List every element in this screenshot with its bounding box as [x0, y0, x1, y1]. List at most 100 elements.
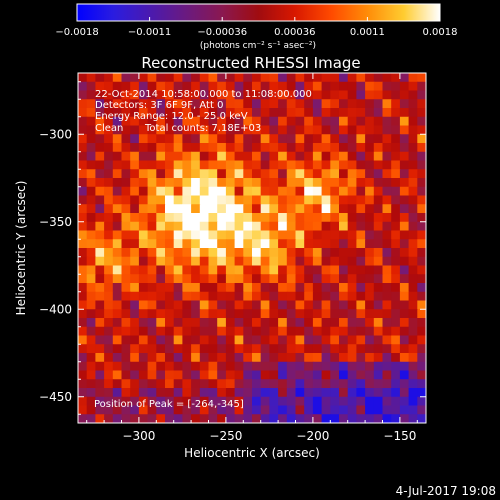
heatmap-cell [312, 213, 323, 223]
heatmap-cell [199, 221, 210, 232]
heatmap-cell [356, 248, 366, 258]
heatmap-cell [399, 291, 410, 302]
heatmap-cell [234, 370, 244, 380]
heatmap-cell [165, 213, 175, 223]
heatmap-cell [252, 186, 262, 197]
heatmap-cell [112, 265, 123, 275]
heatmap-cell [356, 300, 366, 310]
heatmap-cell [339, 353, 349, 363]
heatmap-cell [121, 81, 131, 92]
heatmap-cell [382, 326, 392, 337]
heatmap-cell [252, 353, 262, 363]
axis-ticks: −300 −250 −200 −150−300−350−400−450 [39, 73, 426, 443]
heatmap-cell [278, 248, 288, 258]
heatmap-cell [78, 125, 88, 135]
heatmap-cell [312, 125, 323, 135]
heatmap-image [78, 73, 426, 423]
heatmap-cell [173, 151, 183, 162]
heatmap-cell [295, 353, 305, 363]
heatmap-cell [365, 178, 375, 188]
heatmap-cell [78, 108, 88, 118]
heatmap-cell [217, 160, 227, 170]
heatmap-cell [260, 248, 270, 258]
heatmap-cell [312, 405, 323, 415]
heatmap-cell [365, 186, 375, 197]
heatmap-cell [95, 195, 105, 205]
heatmap-cell [269, 143, 279, 153]
heatmap-cell [408, 414, 418, 423]
heatmap-cell [260, 134, 270, 144]
heatmap-cell [78, 265, 88, 275]
heatmap-cell [86, 361, 96, 372]
heatmap-cell [243, 221, 253, 232]
heatmap-cell [365, 221, 375, 232]
heatmap-cell [295, 309, 305, 319]
heatmap-cell [382, 125, 392, 135]
heatmap-cell [173, 213, 183, 223]
heatmap-cell [86, 274, 96, 284]
heatmap-cell [356, 116, 366, 127]
heatmap-cell [312, 414, 323, 423]
heatmap-cell [286, 318, 297, 328]
heatmap-cell [173, 134, 183, 144]
heatmap-cell [356, 379, 366, 389]
heatmap-cell [182, 300, 192, 310]
heatmap-cell [260, 291, 270, 302]
heatmap-cell [78, 239, 88, 249]
heatmap-cell [191, 99, 201, 109]
heatmap-cell [182, 344, 192, 354]
heatmap-cell [339, 195, 349, 205]
heatmap-cell [252, 125, 262, 135]
heatmap-cell [243, 239, 253, 249]
heatmap-cell [417, 81, 426, 92]
heatmap-cell [278, 134, 288, 144]
heatmap-cell [112, 178, 123, 188]
heatmap-cell [417, 396, 426, 407]
annotation-detectors: Detectors: 3F 6F 9F, Att 0 [95, 100, 223, 111]
heatmap-cell [95, 326, 105, 337]
heatmap-cell [243, 405, 253, 415]
heatmap-cell [252, 221, 262, 232]
heatmap-cell [252, 143, 262, 153]
heatmap-cell [182, 186, 192, 197]
heatmap-cell [330, 160, 340, 170]
heatmap-cell [138, 353, 149, 363]
heatmap-cell [295, 318, 305, 328]
heatmap-cell [382, 213, 392, 223]
heatmap-cell [365, 300, 375, 310]
heatmap-cell [382, 186, 392, 197]
heatmap-cell [278, 361, 288, 372]
heatmap-cell [95, 388, 105, 398]
heatmap-cell [234, 116, 244, 127]
heatmap-cell [295, 265, 305, 275]
heatmap-cell [312, 221, 323, 232]
heatmap-cell [382, 283, 392, 293]
heatmap-cell [304, 230, 314, 240]
heatmap-cell [356, 239, 366, 249]
heatmap-cell [225, 318, 236, 328]
heatmap-cell [278, 239, 288, 249]
heatmap-cell [104, 335, 114, 345]
heatmap-cell [321, 125, 331, 135]
heatmap-cell [304, 283, 314, 293]
heatmap-cell [260, 143, 270, 153]
annotation-counts: Total counts: 7.18E+03 [144, 123, 261, 134]
heatmap-cell [199, 213, 210, 223]
heatmap-cell [112, 370, 123, 380]
heatmap-cell [86, 388, 96, 398]
heatmap-cell [191, 239, 201, 249]
heatmap-cell [182, 143, 192, 153]
heatmap-cell [112, 125, 123, 135]
heatmap-cell [86, 396, 96, 407]
heatmap-cell [156, 134, 166, 144]
heatmap-cell [260, 405, 270, 415]
heatmap-cell [199, 396, 210, 407]
heatmap-cell [173, 256, 183, 267]
heatmap-cell [208, 370, 218, 380]
heatmap-cell [104, 221, 114, 232]
heatmap-cell [225, 405, 236, 415]
heatmap-cell [191, 274, 201, 284]
heatmap-cell [269, 283, 279, 293]
heatmap-cell [138, 178, 149, 188]
heatmap-cell [347, 73, 357, 83]
